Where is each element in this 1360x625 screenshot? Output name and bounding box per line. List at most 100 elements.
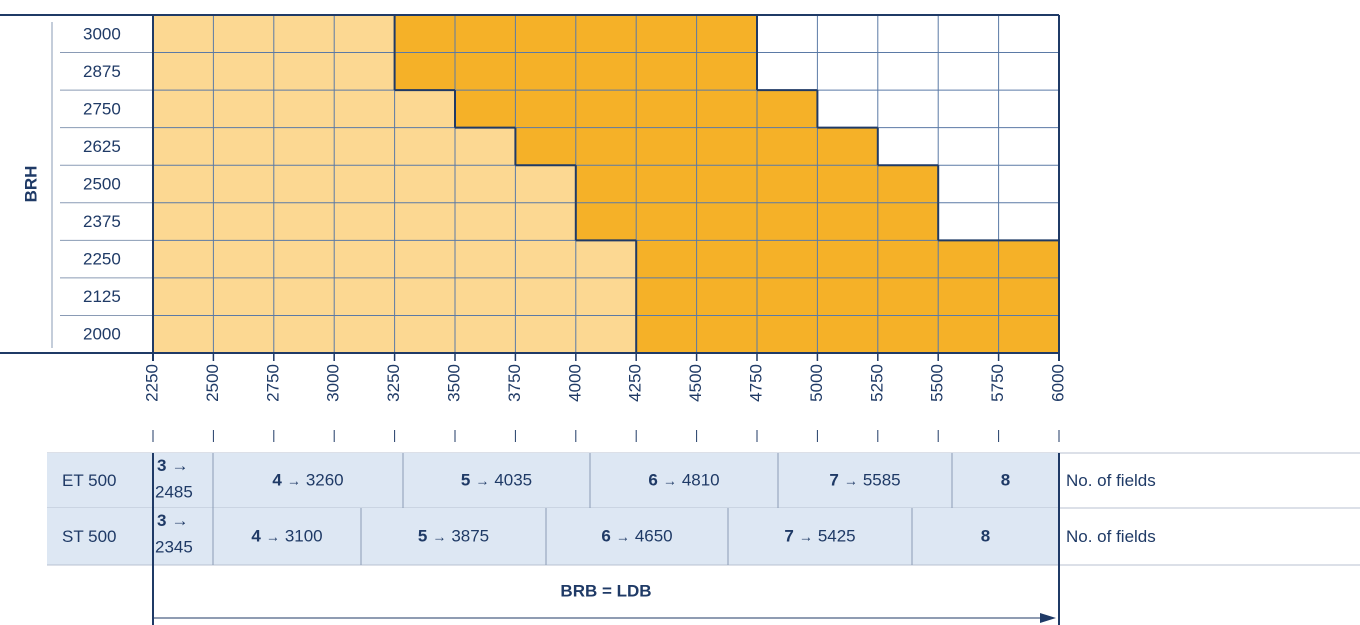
cell bbox=[877, 127, 939, 166]
field-count: 8 bbox=[1001, 471, 1010, 490]
cell bbox=[455, 90, 516, 128]
cell-width: 4810 bbox=[682, 471, 720, 490]
cell bbox=[636, 90, 697, 128]
footer: BRB = LDB bbox=[560, 581, 651, 600]
cell bbox=[998, 240, 1059, 278]
cell bbox=[877, 52, 939, 91]
cell bbox=[213, 90, 274, 128]
cell bbox=[636, 315, 697, 353]
cell bbox=[394, 90, 455, 128]
arrow: → bbox=[171, 456, 188, 475]
cell bbox=[998, 90, 1059, 128]
table-row bbox=[47, 508, 1059, 565]
cell bbox=[938, 202, 999, 241]
cell bbox=[877, 315, 939, 353]
cell bbox=[575, 202, 637, 241]
x-tick-label: 2250 bbox=[142, 364, 161, 402]
cell-text: 6 → 4810 bbox=[648, 471, 719, 490]
cell bbox=[394, 277, 455, 316]
cell bbox=[998, 52, 1059, 91]
cell bbox=[455, 165, 516, 203]
cell bbox=[515, 52, 576, 91]
cell bbox=[696, 15, 757, 53]
x-tick-label: 4250 bbox=[626, 364, 645, 402]
cell bbox=[153, 165, 214, 203]
cell bbox=[696, 202, 757, 241]
x-tick-label: 2750 bbox=[263, 364, 282, 402]
cell bbox=[696, 315, 757, 353]
cell bbox=[394, 52, 455, 91]
cell bbox=[455, 315, 516, 353]
arrow-head bbox=[1040, 613, 1056, 623]
cell bbox=[636, 277, 697, 316]
field-count: 8 bbox=[981, 527, 990, 546]
cell bbox=[334, 277, 395, 316]
cell bbox=[817, 315, 878, 353]
row-label: 2875 bbox=[83, 62, 121, 81]
cell bbox=[575, 315, 637, 353]
cell-width: 2485 bbox=[155, 482, 193, 501]
cell-text: 6 → 4650 bbox=[601, 527, 672, 546]
cell bbox=[273, 127, 335, 166]
arrow: → bbox=[616, 528, 630, 544]
cell bbox=[998, 315, 1059, 353]
arrow: → bbox=[171, 511, 188, 530]
cell bbox=[696, 127, 757, 166]
cell bbox=[394, 165, 455, 203]
cell bbox=[153, 240, 214, 278]
cell bbox=[213, 315, 274, 353]
cell bbox=[273, 315, 335, 353]
table-row bbox=[47, 453, 1059, 508]
cell-width: 4650 bbox=[635, 527, 673, 546]
cell bbox=[515, 15, 576, 53]
cell bbox=[334, 165, 395, 203]
cell bbox=[273, 202, 335, 241]
cell bbox=[696, 165, 757, 203]
cell-width: 5425 bbox=[818, 527, 856, 546]
cell bbox=[273, 15, 335, 53]
cell bbox=[636, 15, 697, 53]
cell bbox=[575, 240, 637, 278]
x-tick-label: 5000 bbox=[807, 364, 826, 402]
cell bbox=[877, 240, 939, 278]
cell bbox=[757, 90, 818, 128]
cell bbox=[334, 52, 395, 91]
row-label: 2625 bbox=[83, 137, 121, 156]
cell-width: 5585 bbox=[863, 471, 901, 490]
field-count: 7 bbox=[829, 471, 838, 490]
row-label: 2750 bbox=[83, 99, 121, 118]
field-count: 5 bbox=[461, 471, 470, 490]
arrow: → bbox=[799, 528, 813, 544]
x-tick-label: 2500 bbox=[203, 364, 222, 402]
cell bbox=[334, 202, 395, 241]
arrow: → bbox=[432, 528, 446, 544]
cell bbox=[757, 165, 818, 203]
cell bbox=[938, 277, 999, 316]
field-count: 7 bbox=[784, 527, 793, 546]
cell bbox=[636, 240, 697, 278]
cell bbox=[998, 165, 1059, 203]
x-tick-label: 5750 bbox=[988, 364, 1007, 402]
cell bbox=[817, 127, 878, 166]
cell bbox=[394, 202, 455, 241]
cell bbox=[213, 240, 274, 278]
cell bbox=[515, 315, 576, 353]
row-note: No. of fields bbox=[1066, 527, 1156, 546]
cell bbox=[334, 90, 395, 128]
field-count: 6 bbox=[648, 471, 657, 490]
cell bbox=[757, 15, 818, 53]
cell bbox=[817, 52, 878, 91]
cell bbox=[575, 90, 637, 128]
cell bbox=[575, 277, 637, 316]
row-note: No. of fields bbox=[1066, 471, 1156, 490]
field-count: 4 bbox=[272, 471, 282, 490]
x-tick-label: 5250 bbox=[867, 364, 886, 402]
row-label: ST 500 bbox=[62, 527, 117, 546]
cell bbox=[153, 90, 214, 128]
cell bbox=[817, 240, 878, 278]
arrow: → bbox=[663, 472, 677, 488]
cell bbox=[998, 15, 1059, 53]
y-axis-label: BRH bbox=[21, 166, 40, 203]
cell bbox=[877, 277, 939, 316]
